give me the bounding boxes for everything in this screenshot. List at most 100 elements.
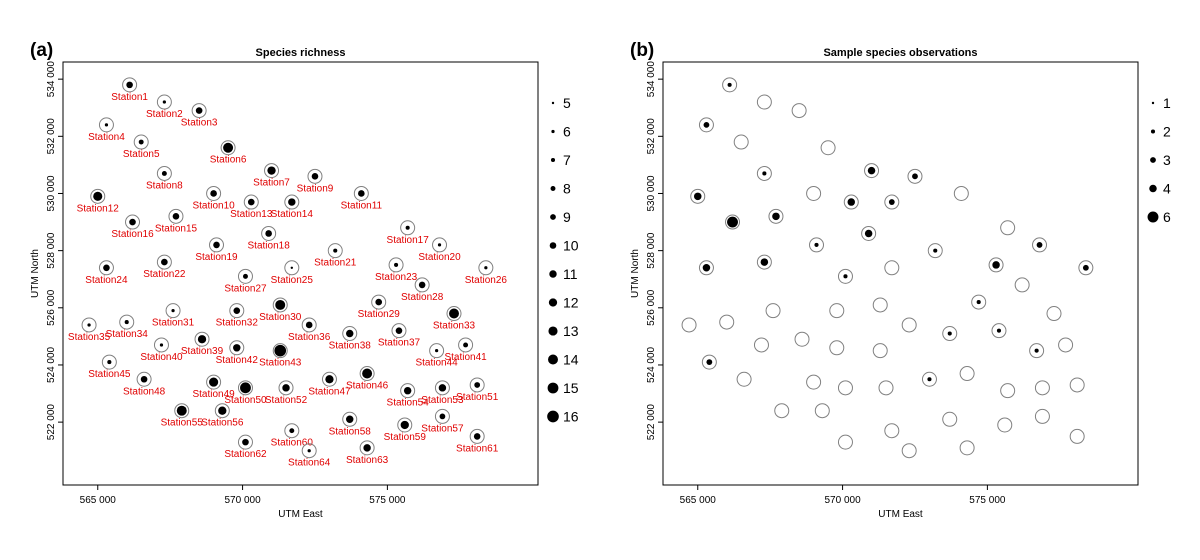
legend-symbol [548,298,558,307]
station-ring [478,260,494,276]
legend-symbol [549,242,557,249]
station-ring [136,371,152,387]
station-ring [1029,343,1045,359]
data-point [473,433,481,440]
data-point [275,299,286,310]
x-tick-label: 570 000 [224,495,261,506]
station-label: Station38 [329,341,372,352]
legend-symbol [550,186,556,191]
data-point [760,258,769,266]
data-point [927,377,932,382]
station-ring [878,380,894,396]
data-point [694,192,702,201]
station-label: Station23 [375,272,418,283]
station-label: Station2 [146,109,183,120]
data-point [395,327,403,334]
y-tick-label: 534 000 [46,61,57,98]
station-label: Station62 [224,449,267,460]
station-ring [119,314,135,330]
station-ring [388,257,404,273]
station-ring [156,254,172,270]
data-point [138,139,144,145]
data-point [772,212,780,221]
station-ring [434,408,450,424]
station-label: Station21 [314,258,357,269]
y-tick-label: 528 000 [46,232,57,269]
station-ring [681,317,697,333]
data-point [282,384,290,392]
station-label: Station32 [216,318,259,329]
station-label: Station15 [155,223,198,234]
station-label: Station19 [195,252,238,263]
legend-label: 15 [563,380,579,396]
data-point [474,382,481,388]
station-ring [864,163,880,179]
data-point [233,307,241,314]
data-point [933,248,938,253]
data-point [87,323,91,327]
station-ring [272,297,288,313]
data-point [267,166,276,175]
station-ring [122,77,138,93]
station-label: Station16 [111,229,154,240]
station-ring [359,366,375,382]
sample-observations-chart: (b) Sample species observations 565 000 570… [630,40,1171,520]
plot-frame [62,61,539,486]
station-label: Station61 [456,443,499,454]
station-ring [733,134,749,150]
station-ring [229,303,245,319]
station-ring [1014,277,1030,293]
legend-symbol [547,382,559,394]
station-ring [209,237,225,253]
y-tick-label: 524 000 [46,346,57,383]
station-label: Station7 [253,178,290,189]
station-ring [98,260,114,276]
station-ring [194,331,210,347]
station-ring [220,140,236,156]
station-ring [229,340,245,356]
station-ring [719,314,735,330]
station-ring [921,371,937,387]
station-ring [809,237,825,253]
station-ring [133,134,149,150]
station-label: Station27 [224,283,267,294]
station-ring [206,374,222,390]
legend-symbol [1147,211,1159,223]
station-label: Station56 [201,418,244,429]
station-ring [237,380,253,396]
station-label: Station43 [259,358,302,369]
data-point [218,406,227,415]
station-ring [884,423,900,439]
station-label: Station40 [140,352,183,363]
data-point [912,173,918,180]
station-label: Station45 [88,369,131,380]
data-point [418,281,426,289]
data-point [363,444,371,452]
data-point [247,198,255,206]
station-label: Station28 [401,292,444,303]
station-ring [469,428,485,444]
legend-symbol [551,101,555,105]
legend-label: 16 [563,409,579,425]
data-point [126,81,133,89]
station-label: Station53 [421,395,464,406]
station-label: Station10 [192,200,235,211]
station-ring [125,214,141,230]
legend-symbol [548,354,558,365]
data-point [358,190,365,197]
legend-symbol [1151,101,1155,105]
legend-label: 13 [563,323,579,339]
station-ring [971,294,987,310]
y-axis-label: UTM North [630,249,641,298]
station-ring [81,317,97,333]
data-point [213,241,220,249]
data-point [463,342,469,348]
station-label: Station47 [308,386,351,397]
station-ring [400,383,416,399]
station-ring [434,380,450,396]
station-label: Station36 [288,332,331,343]
station-label: Station3 [181,118,218,129]
data-point [403,386,412,395]
data-point [847,198,856,206]
station-ring [768,208,784,224]
